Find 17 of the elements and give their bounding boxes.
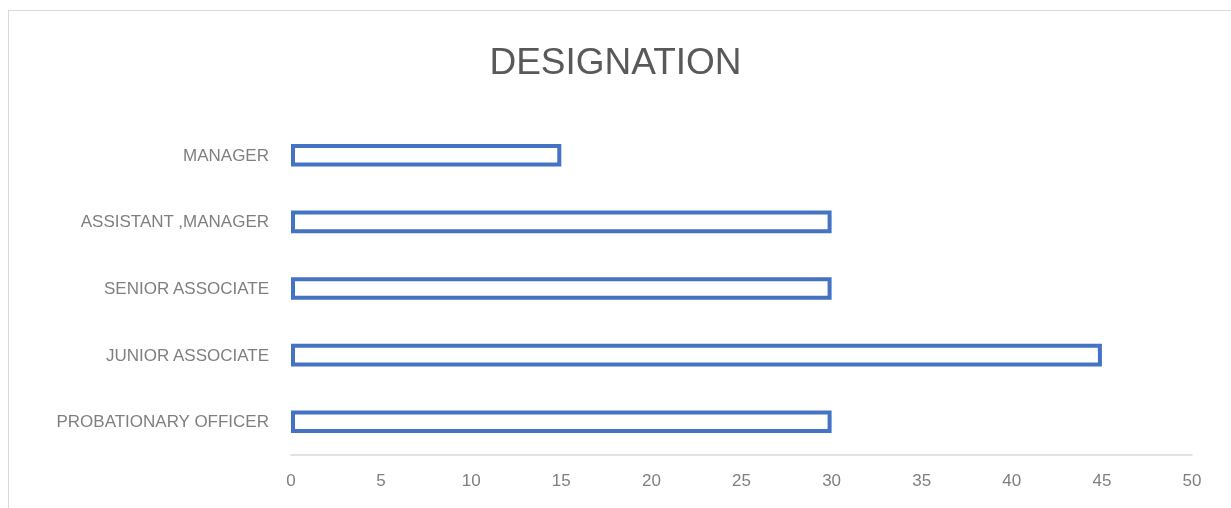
x-tick-label: 0 xyxy=(286,471,296,490)
x-tick-label: 35 xyxy=(912,471,932,490)
x-tick-label: 50 xyxy=(1182,471,1202,490)
x-tick-label: 5 xyxy=(376,471,386,490)
x-tick-label: 25 xyxy=(732,471,751,490)
y-tick-label: PROBATIONARY OFFICER xyxy=(56,412,269,432)
x-tick-label: 20 xyxy=(641,471,661,490)
y-tick-label: MANAGER xyxy=(183,145,269,165)
x-tick-label: 40 xyxy=(1002,471,1022,490)
x-tick-label: 15 xyxy=(551,471,571,490)
y-tick-label: ASSISTANT ,MANAGER xyxy=(80,212,269,232)
y-tick-label: SENIOR ASSOCIATE xyxy=(103,279,269,298)
y-tick-label: JUNIOR ASSOCIATE xyxy=(105,345,269,365)
x-tick-label: 10 xyxy=(461,471,481,490)
x-tick-label: 30 xyxy=(822,471,842,490)
x-tick-label: 45 xyxy=(1092,471,1112,490)
chart-title: DESIGNATION xyxy=(489,41,742,82)
